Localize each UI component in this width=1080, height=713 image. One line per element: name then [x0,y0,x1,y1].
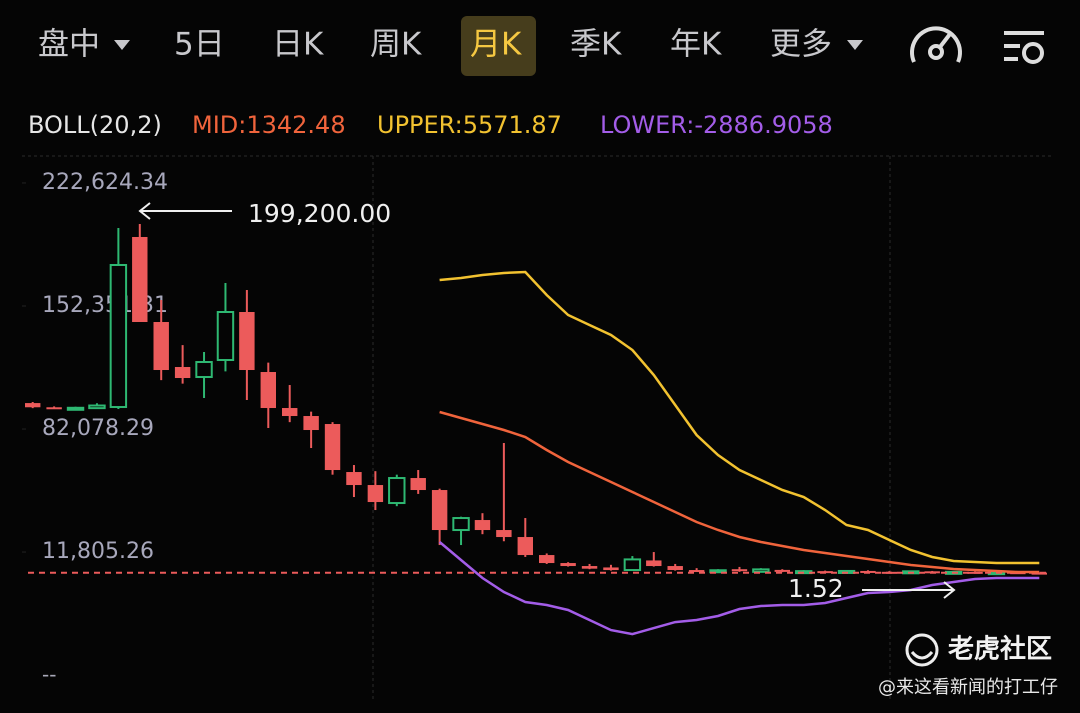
candle-body [410,478,426,491]
candle-body [688,570,705,573]
candle-body [367,485,384,503]
dropdown-icon[interactable] [847,40,863,50]
boll-line [439,270,1040,565]
high-label: 199,200.00 [248,199,391,228]
candle-body [239,312,255,371]
candle-body [774,569,791,572]
indicator-name: BOLL(20,2) [28,111,162,139]
boll-line [439,410,1040,574]
tab[interactable]: 5日 [174,27,225,63]
candle-body [538,555,555,564]
tab[interactable]: 盘中 [38,27,100,63]
candle-body [581,566,598,569]
candle-body [195,361,213,379]
candle-body [24,403,41,408]
y-tick-label: 222,624.34 [42,170,168,195]
watermark-author: @来这看新闻的打工仔 [878,677,1058,698]
candle-body [752,568,770,573]
y-tick-label: 82,078.29 [42,416,154,441]
boll-line [438,541,1040,636]
tab[interactable]: 日K [272,27,324,63]
candle-body [731,569,748,572]
candle-body [667,566,683,571]
candle-body [303,416,319,431]
dropdown-icon[interactable] [114,40,130,50]
candle-body [646,560,662,567]
candle-body [109,263,128,409]
candle-body [388,477,406,505]
y-tick-label: 11,805.26 [42,539,154,564]
tab[interactable]: 年K [670,27,722,63]
candle-body [623,558,642,572]
candle-body [452,517,470,532]
legend-entry: MID:1342.48 [192,111,346,139]
candle-body [88,404,106,410]
candle-body [132,236,148,323]
tab[interactable]: 周K [370,27,422,63]
candle-body [474,520,491,531]
candle-body [603,567,619,571]
legend-entry: UPPER:5571.87 [377,111,562,139]
bottom-label: -- [42,663,56,687]
candle-body [46,407,62,410]
y-tick-label: 152,351.31 [42,293,168,318]
candle-body [709,569,727,574]
tab[interactable]: 更多 [770,27,832,63]
candle-body [260,372,277,409]
settings-icon[interactable] [1004,31,1044,64]
candle-body [346,472,362,486]
tab[interactable]: 季K [570,27,622,63]
candle-body [517,537,534,556]
arrow [862,581,956,599]
candle-body [66,406,85,411]
watermark-brand: 老虎社区 [948,634,1052,665]
candle-body [216,311,235,362]
brand-icon [905,633,939,667]
candle-body [1031,572,1048,575]
tab-highlight [461,16,536,76]
candle-body [560,563,576,567]
arrow [138,202,232,220]
legend-entry: LOWER:-2886.9058 [600,111,833,139]
candle-body [431,490,448,531]
tab[interactable]: 月K [470,27,522,63]
candle-body [281,408,298,417]
candle-body [496,530,512,538]
candle-body [153,322,169,371]
gauge-icon[interactable] [910,26,962,63]
candle-body [324,424,341,471]
candle-body [174,367,191,379]
last-label: 1.52 [788,574,844,603]
